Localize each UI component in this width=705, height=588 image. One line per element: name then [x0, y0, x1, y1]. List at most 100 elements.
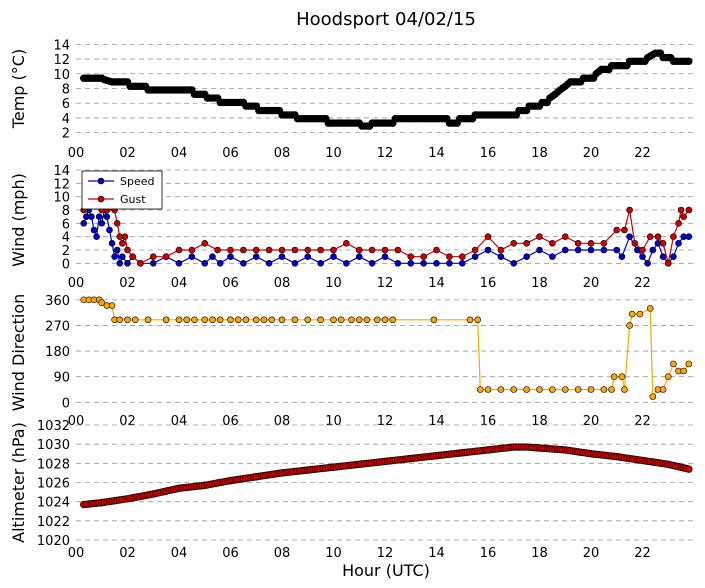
dir-point — [685, 360, 693, 368]
alt-xtick-label: 04 — [171, 546, 188, 561]
wind-point — [149, 253, 157, 260]
wind-xtick-label: 04 — [171, 276, 188, 291]
alt-ytick-label: 1022 — [37, 515, 70, 530]
temp-xtick-label: 08 — [274, 146, 291, 161]
alt-point — [685, 465, 693, 473]
wind-point — [188, 246, 196, 254]
wind-legend-box — [81, 170, 163, 210]
temp-y-axis-label: Temp (°C) — [9, 49, 28, 129]
alt-ytick-label: 1026 — [37, 477, 70, 492]
wind-point — [670, 253, 677, 260]
dir-point — [664, 373, 672, 380]
dir-point — [510, 386, 518, 393]
temp-ytick-label: 6 — [62, 97, 70, 112]
temp-xtick-label: 02 — [119, 146, 136, 161]
wind-point — [381, 246, 389, 254]
wind-point — [484, 246, 492, 254]
temp-xtick-label: 06 — [222, 146, 239, 161]
alt-xtick-label: 20 — [583, 546, 600, 561]
wind-xtick-label: 18 — [531, 276, 548, 291]
dir-point — [355, 316, 363, 324]
wind-y-axis-label: Wind (mph) — [9, 173, 28, 267]
wind-point — [209, 253, 216, 260]
dir-point — [317, 316, 324, 324]
alt-ytick-label: 1020 — [37, 534, 70, 549]
temp-ytick-label: 10 — [53, 68, 70, 83]
wind-point — [201, 260, 209, 267]
dir-point — [561, 386, 569, 393]
wind-point — [80, 220, 88, 227]
dir-xtick-label: 12 — [377, 414, 394, 429]
dir-point — [144, 316, 152, 324]
wind-point — [685, 206, 693, 214]
wind-point — [458, 253, 466, 260]
wind-point — [124, 246, 131, 254]
wind-point — [317, 260, 324, 267]
wind-point — [304, 246, 312, 254]
wind-point — [574, 246, 582, 254]
dir-xtick-label: 20 — [583, 414, 600, 429]
wind-xtick-label: 16 — [480, 276, 497, 291]
wind-ytick-label: 0 — [62, 257, 70, 272]
wind-point — [394, 260, 402, 267]
dir-point — [628, 310, 636, 318]
wind-point — [119, 253, 126, 260]
wind-xtick-label: 02 — [119, 276, 136, 291]
dir-point — [373, 316, 381, 324]
wind-point — [561, 233, 569, 240]
wind-point — [113, 246, 121, 254]
wind-point — [613, 246, 621, 254]
wind-point — [201, 240, 209, 247]
dir-point — [670, 360, 677, 368]
wind-point — [304, 253, 312, 260]
wind-xtick-label: 12 — [377, 276, 394, 291]
dir-point — [587, 386, 595, 393]
wind-ytick-label: 8 — [62, 204, 70, 219]
wind-ytick-label: 12 — [53, 177, 70, 192]
dir-point — [549, 386, 556, 393]
alt-xtick-label: 00 — [68, 546, 85, 561]
wind-point — [317, 246, 324, 254]
dir-point — [201, 316, 209, 324]
wind-point — [240, 260, 247, 267]
dir-point — [608, 386, 615, 393]
wind-point — [677, 206, 685, 214]
wind-point — [394, 246, 402, 254]
dir-ytick-label: 270 — [45, 319, 70, 334]
wind-point — [446, 253, 453, 260]
dir-point — [363, 316, 371, 324]
wind-point — [175, 246, 183, 254]
dir-point — [348, 316, 355, 324]
wind-point — [106, 226, 113, 234]
wind-point — [644, 260, 651, 267]
dir-point — [466, 316, 474, 324]
temp-xtick-label: 00 — [68, 146, 85, 161]
dir-point — [330, 316, 337, 324]
alt-y-axis-label: Altimeter (hPa) — [9, 422, 28, 543]
wind-point — [407, 260, 415, 267]
wind-point — [368, 246, 376, 254]
wind-point — [355, 246, 363, 254]
alt-ytick-label: 1024 — [37, 496, 70, 511]
wind-point — [433, 246, 440, 254]
wind-point — [124, 260, 131, 267]
dir-xtick-label: 00 — [68, 414, 85, 429]
wind-legend-label: Speed — [120, 175, 154, 188]
wind-legend-label: Gust — [120, 193, 146, 206]
dir-point — [618, 373, 626, 380]
dir-xtick-label: 10 — [325, 414, 342, 429]
wind-point — [446, 260, 453, 267]
dir-point — [227, 316, 234, 324]
dir-point — [304, 316, 312, 324]
wind-point — [175, 260, 183, 267]
alt-xtick-label: 14 — [428, 546, 445, 561]
alt-xtick-label: 08 — [274, 546, 291, 561]
alt-xtick-label: 12 — [377, 546, 394, 561]
dir-point — [610, 373, 618, 380]
dir-xtick-label: 22 — [634, 414, 651, 429]
wind-xtick-label: 10 — [325, 276, 342, 291]
wind-point — [330, 253, 337, 260]
dir-xtick-label: 14 — [428, 414, 445, 429]
dir-xtick-label: 04 — [171, 414, 188, 429]
